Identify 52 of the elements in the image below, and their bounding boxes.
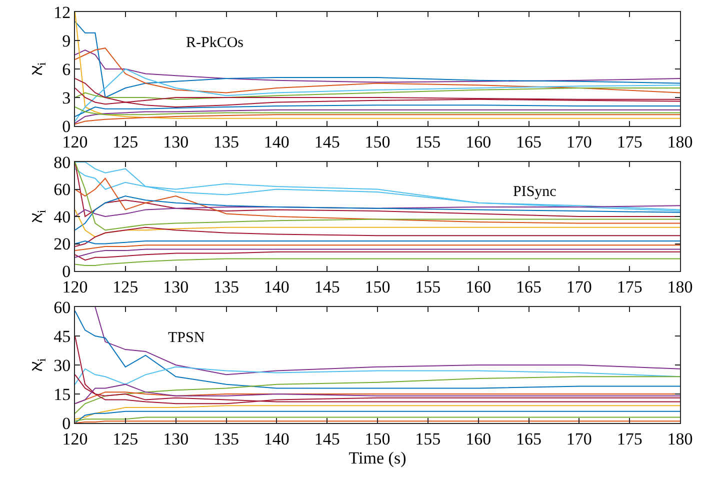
x-tick-label: 155: [415, 429, 441, 448]
y-tick-label: 60: [54, 180, 71, 200]
x-tick-label: 125: [112, 132, 138, 152]
y-tick-label: 60: [54, 298, 71, 317]
x-tick-label: 125: [112, 277, 138, 296]
x-tick-label: 130: [163, 429, 189, 448]
x-tick-label: 145: [314, 429, 340, 448]
y-tick-label: 30: [54, 356, 71, 375]
x-tick-label: 165: [516, 429, 542, 448]
x-tick-label: 150: [364, 429, 390, 448]
x-tick-label: 130: [163, 132, 189, 152]
x-tick-label: 165: [516, 132, 542, 152]
x-tick-label: 135: [214, 429, 239, 448]
y-tick-label: 80: [54, 152, 71, 172]
x-tick-label: 170: [566, 429, 592, 448]
x-tick-label: 150: [364, 277, 390, 296]
x-tick-label: 135: [214, 132, 239, 152]
x-tick-label: 145: [314, 132, 340, 152]
y-tick-label: 45: [54, 326, 71, 346]
x-tick-label: 180: [667, 429, 693, 448]
annotation: PISync: [513, 184, 557, 200]
y-tick-label: 20: [54, 234, 71, 254]
y-tick-label: 12: [54, 2, 71, 22]
x-tick-label: 160: [466, 277, 492, 296]
x-tick-label: 175: [616, 429, 642, 448]
x-tick-label: 140: [264, 132, 290, 152]
x-tick-label: 175: [616, 132, 642, 152]
x-tick-label: 180: [667, 132, 693, 152]
annotation: TPSN: [168, 330, 205, 346]
x-tick-label: 180: [667, 277, 693, 296]
x-tick-label: 150: [364, 132, 390, 152]
x-tick-label: 130: [163, 277, 189, 296]
x-tick-label: 140: [264, 277, 290, 296]
x-tick-label: 160: [466, 429, 492, 448]
x-axis-title: Time (s): [348, 448, 406, 468]
x-tick-label: 125: [112, 429, 138, 448]
annotation: R-PkCOs: [186, 35, 244, 51]
x-tick-label: 155: [415, 277, 441, 296]
y-tick-label: 3: [62, 88, 71, 108]
x-tick-label: 170: [566, 132, 592, 152]
y-tick-label: 6: [62, 60, 71, 79]
x-tick-label: 145: [314, 277, 340, 296]
y-tick-label: 9: [62, 31, 71, 50]
x-tick-label: 165: [516, 277, 542, 296]
x-tick-label: 175: [616, 277, 642, 296]
x-tick-label: 135: [214, 277, 239, 296]
x-tick-label: 170: [566, 277, 592, 296]
y-tick-label: 15: [54, 384, 71, 404]
x-tick-label: 140: [264, 429, 290, 448]
x-tick-label: 160: [466, 132, 492, 152]
y-tick-label: 40: [54, 207, 71, 226]
x-tick-label: 155: [415, 132, 441, 152]
